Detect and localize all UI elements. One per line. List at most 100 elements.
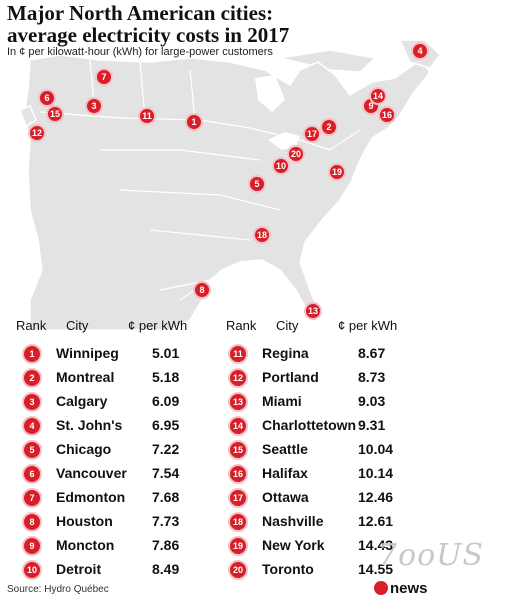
city-cost: 12.61 bbox=[358, 513, 394, 529]
rank-badge: 4 bbox=[22, 416, 42, 436]
rank-badge: 12 bbox=[228, 368, 248, 388]
rank-badge: 7 bbox=[22, 488, 42, 508]
header-city-right: City bbox=[276, 318, 299, 333]
city-name: Houston bbox=[56, 513, 113, 529]
table-row: 18 Nashville 12.61 bbox=[228, 510, 458, 532]
svg-text:15: 15 bbox=[50, 109, 60, 119]
table-row: 5 Chicago 7.22 bbox=[22, 438, 252, 460]
svg-text:9: 9 bbox=[368, 101, 373, 111]
watermark: 7ooUS bbox=[378, 538, 485, 573]
subtitle: In ¢ per kilowatt-hour (kWh) for large-p… bbox=[7, 46, 273, 58]
marker-10[interactable]: 10 bbox=[272, 157, 290, 175]
marker-12[interactable]: 12 bbox=[28, 124, 46, 142]
marker-18[interactable]: 18 bbox=[253, 226, 271, 244]
table-row: 4 St. John's 6.95 bbox=[22, 414, 252, 436]
city-cost: 14.43 bbox=[358, 537, 394, 553]
city-cost: 9.03 bbox=[358, 393, 386, 409]
svg-text:17: 17 bbox=[307, 129, 317, 139]
city-cost: 6.95 bbox=[152, 417, 180, 433]
city-cost: 7.68 bbox=[152, 489, 180, 505]
city-name: Portland bbox=[262, 369, 319, 385]
marker-6[interactable]: 6 bbox=[38, 89, 56, 107]
cbc-gem-icon bbox=[374, 581, 388, 595]
svg-text:1: 1 bbox=[191, 117, 196, 127]
city-cost: 8.73 bbox=[358, 369, 386, 385]
city-name: Seattle bbox=[262, 441, 308, 457]
rank-badge: 18 bbox=[228, 512, 248, 532]
svg-text:3: 3 bbox=[91, 101, 96, 111]
city-name: Chicago bbox=[56, 441, 112, 457]
table-row: 11 Regina 8.67 bbox=[228, 342, 458, 364]
header-city-left: City bbox=[66, 318, 89, 333]
city-cost: 10.04 bbox=[358, 441, 394, 457]
marker-15[interactable]: 15 bbox=[46, 105, 64, 123]
source-credit: Source: Hydro Québec bbox=[7, 584, 109, 595]
city-cost: 7.54 bbox=[152, 465, 180, 481]
city-cost: 8.49 bbox=[152, 561, 180, 577]
city-cost: 5.18 bbox=[152, 369, 180, 385]
marker-17[interactable]: 17 bbox=[303, 125, 321, 143]
rank-badge: 1 bbox=[22, 344, 42, 364]
city-name: Moncton bbox=[56, 537, 115, 553]
rank-badge: 3 bbox=[22, 392, 42, 412]
header-rank-left: Rank bbox=[16, 318, 47, 333]
city-name: Montreal bbox=[56, 369, 115, 385]
table-row: 16 Halifax 10.14 bbox=[228, 462, 458, 484]
city-name: St. John's bbox=[56, 417, 123, 433]
svg-text:14: 14 bbox=[373, 91, 383, 101]
table-row: 13 Miami 9.03 bbox=[228, 390, 458, 412]
marker-2[interactable]: 2 bbox=[320, 118, 338, 136]
rank-badge: 15 bbox=[228, 440, 248, 460]
table-row: 9 Moncton 7.86 bbox=[22, 534, 252, 556]
rank-badge: 8 bbox=[22, 512, 42, 532]
svg-text:18: 18 bbox=[257, 230, 267, 240]
table-row: 8 Houston 7.73 bbox=[22, 510, 252, 532]
marker-14[interactable]: 14 bbox=[369, 87, 387, 105]
marker-4[interactable]: 4 bbox=[411, 42, 429, 60]
table-row: 10 Detroit 8.49 bbox=[22, 558, 252, 580]
city-name: Calgary bbox=[56, 393, 108, 409]
header-cost-right: ¢ per kWh bbox=[338, 318, 398, 333]
city-name: Detroit bbox=[56, 561, 102, 577]
marker-1[interactable]: 1 bbox=[185, 113, 203, 131]
city-name: Nashville bbox=[262, 513, 324, 529]
svg-text:19: 19 bbox=[332, 167, 342, 177]
rank-badge: 14 bbox=[228, 416, 248, 436]
cbc-news-logo: news bbox=[374, 580, 428, 597]
marker-7[interactable]: 7 bbox=[95, 68, 113, 86]
table-row: 1 Winnipeg 5.01 bbox=[22, 342, 252, 364]
svg-text:20: 20 bbox=[291, 149, 301, 159]
north-america-map: 1 2 3 4 5 6 7 8 9 10 11 12 13 14 15 16 1… bbox=[19, 39, 441, 330]
city-cost: 8.67 bbox=[358, 345, 386, 361]
marker-5[interactable]: 5 bbox=[248, 175, 266, 193]
marker-16[interactable]: 16 bbox=[378, 106, 396, 124]
svg-text:4: 4 bbox=[417, 46, 422, 56]
city-name: Regina bbox=[262, 345, 309, 361]
table-row: 2 Montreal 5.18 bbox=[22, 366, 252, 388]
table-row: 19 New York 14.43 bbox=[228, 534, 458, 556]
table-row: 12 Portland 8.73 bbox=[228, 366, 458, 388]
marker-8[interactable]: 8 bbox=[193, 281, 211, 299]
rank-badge: 20 bbox=[228, 560, 248, 580]
marker-11[interactable]: 11 bbox=[138, 107, 156, 125]
marker-3[interactable]: 3 bbox=[85, 97, 103, 115]
city-cost: 7.73 bbox=[152, 513, 180, 529]
rank-badge: 11 bbox=[228, 344, 248, 364]
rank-badge: 16 bbox=[228, 464, 248, 484]
title-line-2: average electricity costs in 2017 bbox=[7, 23, 290, 47]
city-name: Winnipeg bbox=[56, 345, 119, 361]
city-name: Vancouver bbox=[56, 465, 127, 481]
logo-text: news bbox=[390, 580, 428, 597]
city-name: Miami bbox=[262, 393, 302, 409]
marker-20[interactable]: 20 bbox=[287, 145, 305, 163]
city-name: Charlottetown bbox=[262, 417, 357, 433]
marker-19[interactable]: 19 bbox=[328, 163, 346, 181]
table-row: 14 Charlottetown 9.31 bbox=[228, 414, 458, 436]
svg-text:13: 13 bbox=[308, 306, 318, 316]
marker-13[interactable]: 13 bbox=[304, 302, 322, 320]
title-line-1: Major North American cities: bbox=[7, 1, 274, 25]
page-title: Major North American cities: average ele… bbox=[7, 2, 289, 46]
city-cost: 14.55 bbox=[358, 561, 394, 577]
rank-badge: 9 bbox=[22, 536, 42, 556]
svg-text:5: 5 bbox=[254, 179, 259, 189]
